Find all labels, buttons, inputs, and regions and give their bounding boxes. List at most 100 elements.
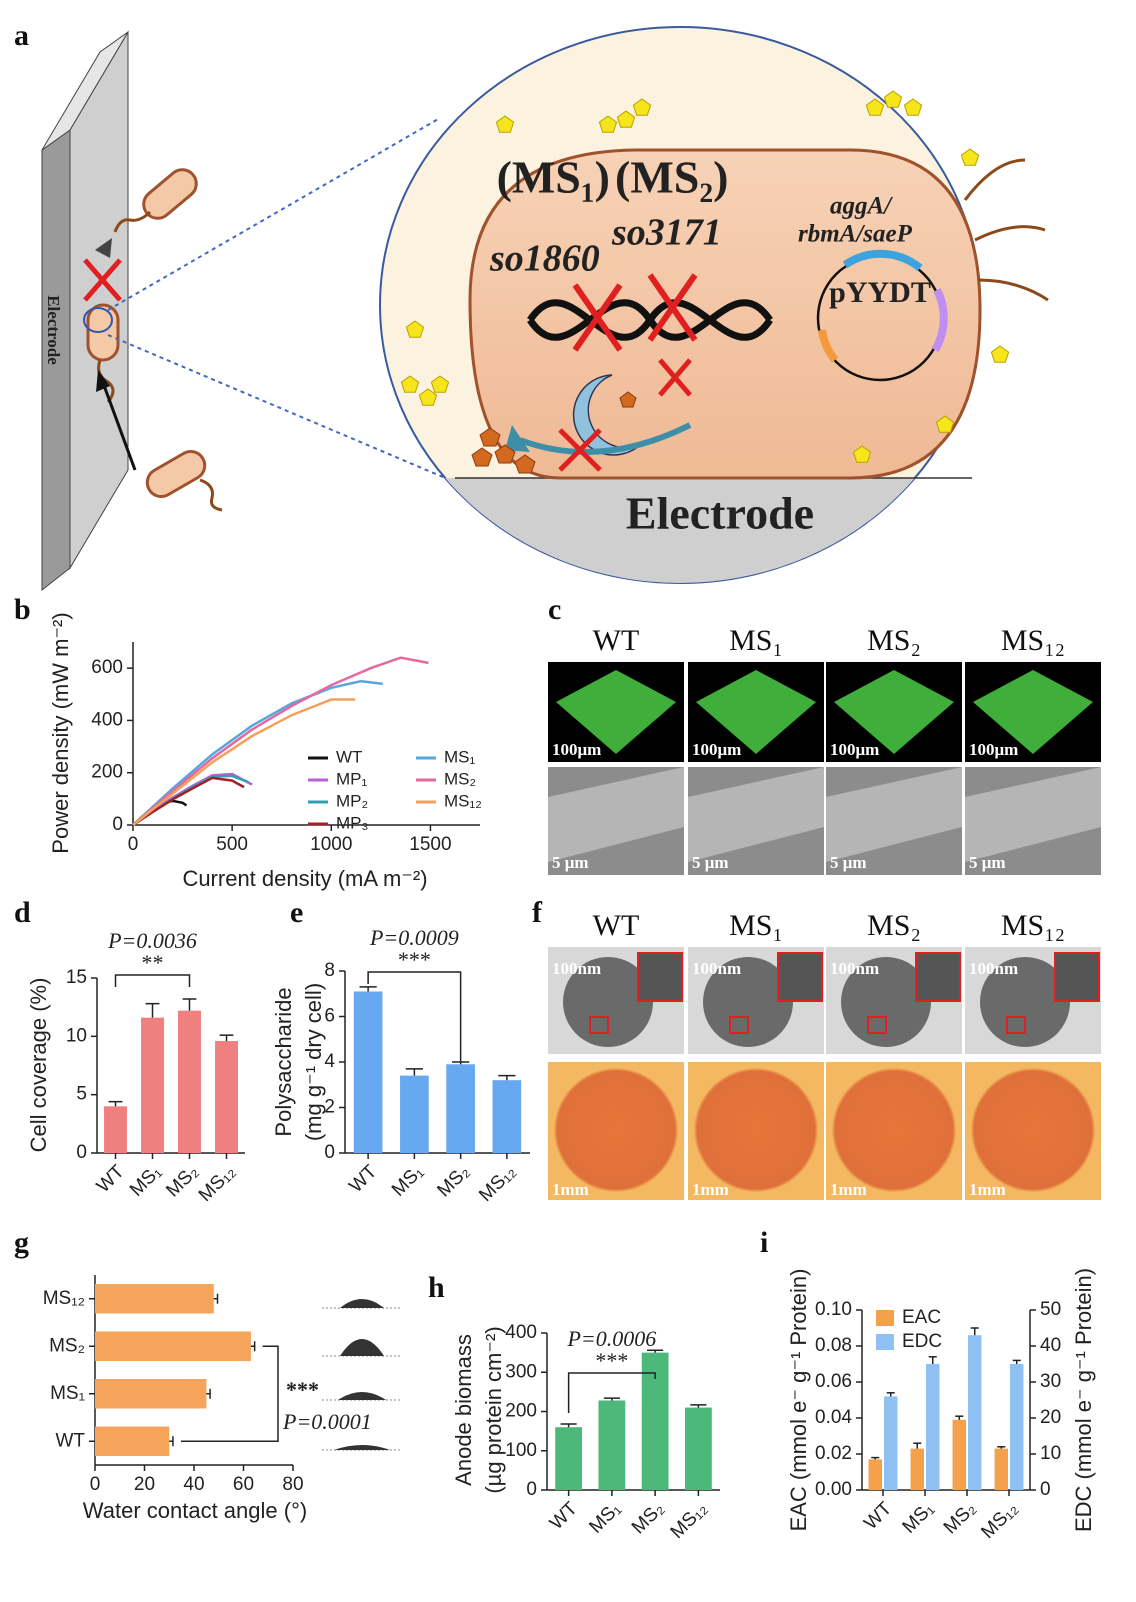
y-tick-label: 0 bbox=[76, 1142, 87, 1163]
line bbox=[132, 656, 429, 826]
y-tick-label: 2 bbox=[324, 1097, 335, 1118]
cell-section bbox=[563, 957, 653, 1047]
y-tick-label: MS₁₂ bbox=[43, 1288, 85, 1309]
cell-section bbox=[841, 957, 931, 1047]
y-tick-label: 200 bbox=[505, 1401, 537, 1422]
legend-label: MP₃ bbox=[336, 813, 368, 832]
scale-label: 100nm bbox=[692, 959, 741, 978]
x-tick-label: MS₂ bbox=[628, 1498, 668, 1538]
cell-section bbox=[980, 957, 1070, 1047]
scale-label: 100nm bbox=[969, 959, 1018, 978]
bar bbox=[492, 1080, 522, 1153]
x-tick-label: MS₁₂ bbox=[475, 1161, 520, 1206]
scale-label: 5 μm bbox=[692, 853, 729, 872]
scale-label: 100μm bbox=[969, 740, 1018, 759]
significance-bracket bbox=[114, 974, 191, 987]
y-tick-label: 0 bbox=[526, 1479, 537, 1500]
x-tick-label: MS₂ bbox=[162, 1161, 202, 1201]
y-axis-label: (mg g⁻¹ dry cell) bbox=[301, 983, 326, 1141]
y-tick-label: 30 bbox=[1040, 1371, 1061, 1392]
bar bbox=[104, 1106, 127, 1153]
plasmid-gene-label: aggA/ bbox=[830, 193, 893, 220]
significance-stars: *** bbox=[398, 947, 431, 972]
y-tick-label: 10 bbox=[1040, 1443, 1061, 1464]
biofilm bbox=[973, 670, 1093, 754]
x-tick-label: 1500 bbox=[409, 834, 451, 855]
plasmid-gene bbox=[931, 288, 948, 353]
biofilm bbox=[834, 670, 954, 754]
y-tick-label: 5 bbox=[76, 1084, 87, 1105]
y-tick-label: 0.04 bbox=[815, 1407, 852, 1428]
y-axis-label: Polysaccharide bbox=[271, 987, 296, 1136]
panel-label: h bbox=[428, 1271, 445, 1304]
cell-section bbox=[703, 957, 793, 1047]
x-tick-label: 0 bbox=[128, 834, 139, 855]
strain-label: MS₁₂ bbox=[1001, 624, 1065, 657]
y-tick-label: 600 bbox=[91, 657, 123, 678]
bar bbox=[95, 1331, 251, 1361]
y-tick-label: MS₂ bbox=[49, 1335, 85, 1356]
bacterium bbox=[145, 450, 207, 498]
scale-label: 1mm bbox=[692, 1180, 729, 1199]
line bbox=[132, 679, 383, 826]
significance-bracket bbox=[567, 1372, 656, 1413]
y-tick-label: 10 bbox=[66, 1025, 87, 1046]
legend-swatch bbox=[876, 1334, 894, 1350]
arrow bbox=[100, 379, 137, 471]
bar bbox=[994, 1448, 1008, 1490]
legend-label: MS₁ bbox=[444, 747, 476, 766]
y-tick-label: WT bbox=[55, 1430, 85, 1451]
y-tick-label: 20 bbox=[1040, 1407, 1061, 1428]
x-tick-label: 40 bbox=[183, 1474, 204, 1495]
legend-label: MP₁ bbox=[336, 769, 368, 788]
zoom-box bbox=[915, 952, 961, 1002]
scale-label: 5 μm bbox=[830, 853, 867, 872]
zoom-box bbox=[777, 952, 823, 1002]
scale-label: 100nm bbox=[830, 959, 879, 978]
y-tick-label: 50 bbox=[1040, 1299, 1061, 1320]
micrographs: WT 100μm 5 μm MS₁ 100μm 5 μm MS₂ 100μm 5 μm MS₁₂ 1… bbox=[548, 624, 1101, 1200]
zoom-box bbox=[589, 1016, 609, 1034]
strain-label: MS₂ bbox=[867, 624, 921, 657]
line bbox=[132, 774, 249, 827]
zoom-box bbox=[637, 952, 683, 1002]
bar bbox=[178, 1010, 201, 1153]
panel-label: i bbox=[760, 1226, 768, 1259]
x-tick-label: MS₂ bbox=[433, 1161, 473, 1201]
significance-stars: *** bbox=[595, 1348, 628, 1373]
x-tick-label: MS₂ bbox=[940, 1498, 980, 1538]
legend-swatch bbox=[876, 1310, 894, 1326]
x-tick-label: WT bbox=[345, 1161, 381, 1197]
p-value: P=0.0001 bbox=[282, 1409, 372, 1434]
bar bbox=[95, 1379, 207, 1409]
significance-stars: ** bbox=[142, 950, 164, 975]
plate-top bbox=[41, 31, 129, 151]
x-tick-label: MS₁₂ bbox=[195, 1161, 240, 1206]
legend-label: WT bbox=[336, 747, 362, 766]
bar bbox=[884, 1396, 898, 1490]
strain-label: MS₁₂ bbox=[1001, 909, 1065, 942]
zoom-box bbox=[1006, 1016, 1026, 1034]
plasmid-gene bbox=[818, 329, 839, 363]
bar bbox=[926, 1364, 940, 1490]
zoom-box bbox=[729, 1016, 749, 1034]
y-tick-label: 15 bbox=[66, 967, 87, 988]
strain-label: WT bbox=[593, 624, 640, 657]
bar bbox=[555, 1427, 583, 1490]
zoom-line bbox=[107, 334, 451, 481]
x-tick-label: 500 bbox=[216, 834, 248, 855]
p-value: P=0.0036 bbox=[107, 928, 197, 953]
y-tick-label: 0 bbox=[324, 1142, 335, 1163]
plasmid-gene bbox=[842, 249, 923, 272]
p-value: P=0.0009 bbox=[369, 925, 459, 950]
x-tick-label: WT bbox=[546, 1498, 582, 1534]
significance-bracket bbox=[367, 971, 462, 1062]
bar bbox=[400, 1075, 429, 1153]
panel-label: d bbox=[14, 896, 31, 929]
scale-label: 100nm bbox=[552, 959, 601, 978]
y-axis-label: Power density (mW m⁻²) bbox=[48, 612, 73, 853]
bar bbox=[910, 1448, 924, 1490]
polysaccharide bbox=[471, 391, 637, 474]
x-tick-label: 60 bbox=[233, 1474, 254, 1495]
x-tick-label: WT bbox=[93, 1161, 129, 1197]
